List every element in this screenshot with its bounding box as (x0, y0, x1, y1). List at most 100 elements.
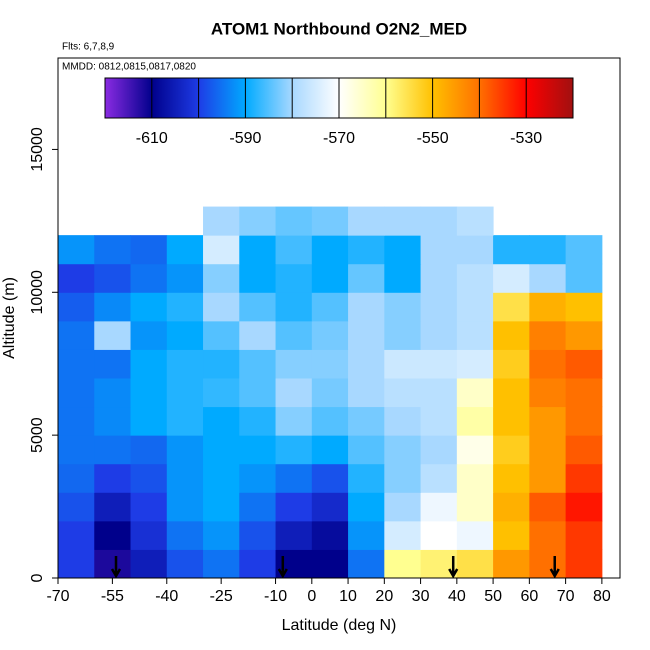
heat-cell (456, 349, 494, 379)
heat-cell (166, 378, 204, 408)
heat-cell (275, 463, 313, 493)
heat-cell (529, 378, 567, 408)
heat-cell (420, 349, 458, 379)
heat-cell (94, 235, 132, 265)
heat-cell (94, 406, 132, 436)
heat-cell (456, 378, 494, 408)
colorbar-segment (432, 78, 480, 118)
heat-cell (311, 263, 349, 293)
x-tick-label: 10 (339, 588, 357, 605)
heat-cell (203, 435, 240, 465)
heat-cell (456, 463, 494, 493)
heat-cell (348, 378, 385, 408)
x-tick-label: 50 (484, 588, 502, 605)
heat-cell (166, 492, 204, 522)
heat-cell (456, 235, 494, 265)
colorbar-tick-label: -570 (323, 130, 355, 147)
x-tick-label: -40 (155, 588, 178, 605)
heat-cell (130, 406, 168, 436)
heat-cell (275, 520, 313, 550)
y-tick-label: 0 (29, 573, 46, 582)
y-tick-label: 10000 (29, 270, 46, 315)
heat-cell (493, 349, 530, 379)
heat-cell (456, 406, 494, 436)
heat-cell (130, 463, 168, 493)
heat-cell (239, 435, 277, 465)
heat-cell (130, 263, 168, 293)
arrow (448, 556, 459, 579)
heat-cell (420, 406, 458, 436)
heat-cell (384, 549, 422, 579)
colorbar-segment (339, 78, 387, 118)
heat-cell (348, 349, 385, 379)
heat-cell (529, 263, 567, 293)
heat-cell (384, 263, 422, 293)
heat-cell (493, 263, 530, 293)
x-tick-label: 80 (593, 588, 611, 605)
heat-cell (166, 549, 204, 579)
heat-cell (565, 406, 603, 436)
heat-cell (384, 435, 422, 465)
heat-cell (58, 520, 95, 550)
heat-cell (94, 492, 132, 522)
heat-cell (130, 378, 168, 408)
heat-cell (239, 463, 277, 493)
heat-cell (493, 235, 530, 265)
heat-cell (348, 520, 385, 550)
y-tick-label: 15000 (29, 127, 46, 172)
heat-cell (529, 292, 567, 322)
heat-cell (311, 292, 349, 322)
heat-cell (166, 263, 204, 293)
heat-cell (275, 406, 313, 436)
heat-cell (456, 520, 494, 550)
heat-cell (94, 263, 132, 293)
colorbar-segment (151, 78, 200, 118)
heat-cell (239, 292, 277, 322)
chart-title: ATOM1 Northbound O2N2_MED (211, 19, 467, 38)
plot-frame (57, 57, 621, 579)
heat-cell (275, 492, 313, 522)
heat-cell (130, 320, 168, 350)
arrow (110, 556, 122, 579)
heat-cell (203, 235, 240, 265)
heat-cell (493, 320, 530, 350)
heat-cell (58, 349, 95, 379)
heat-cell (420, 320, 458, 350)
heat-cell (493, 520, 530, 550)
heat-cell (565, 320, 603, 350)
heat-cell (130, 292, 168, 322)
x-tick-label: 0 (307, 588, 316, 605)
heat-cell (239, 549, 277, 579)
heat-cell (203, 206, 240, 236)
heat-cell (275, 235, 313, 265)
x-tick-label: 40 (448, 588, 466, 605)
heat-cell (94, 320, 132, 350)
heat-cell (58, 463, 95, 493)
heat-cell (203, 263, 240, 293)
heat-cell (311, 492, 349, 522)
heat-cell (420, 378, 458, 408)
heat-cell (275, 206, 313, 236)
x-tick-label: -55 (101, 588, 124, 605)
heat-cell (239, 320, 277, 350)
heat-cell (384, 235, 422, 265)
heat-cell (166, 235, 204, 265)
heat-cell (384, 292, 422, 322)
heat-cell (420, 292, 458, 322)
heat-cell (203, 549, 240, 579)
heat-cell (565, 235, 603, 265)
heat-cell (239, 378, 277, 408)
heat-cell (311, 520, 349, 550)
heat-cell (94, 378, 132, 408)
heat-cell (166, 292, 204, 322)
heat-cell (384, 463, 422, 493)
heat-cell (130, 435, 168, 465)
heat-cell (456, 549, 494, 579)
heat-cell (456, 492, 494, 522)
heat-cell (94, 292, 132, 322)
heat-cell (166, 463, 204, 493)
colorbar-segment (105, 78, 153, 118)
heat-cell (203, 463, 240, 493)
heat-cell (58, 263, 95, 293)
